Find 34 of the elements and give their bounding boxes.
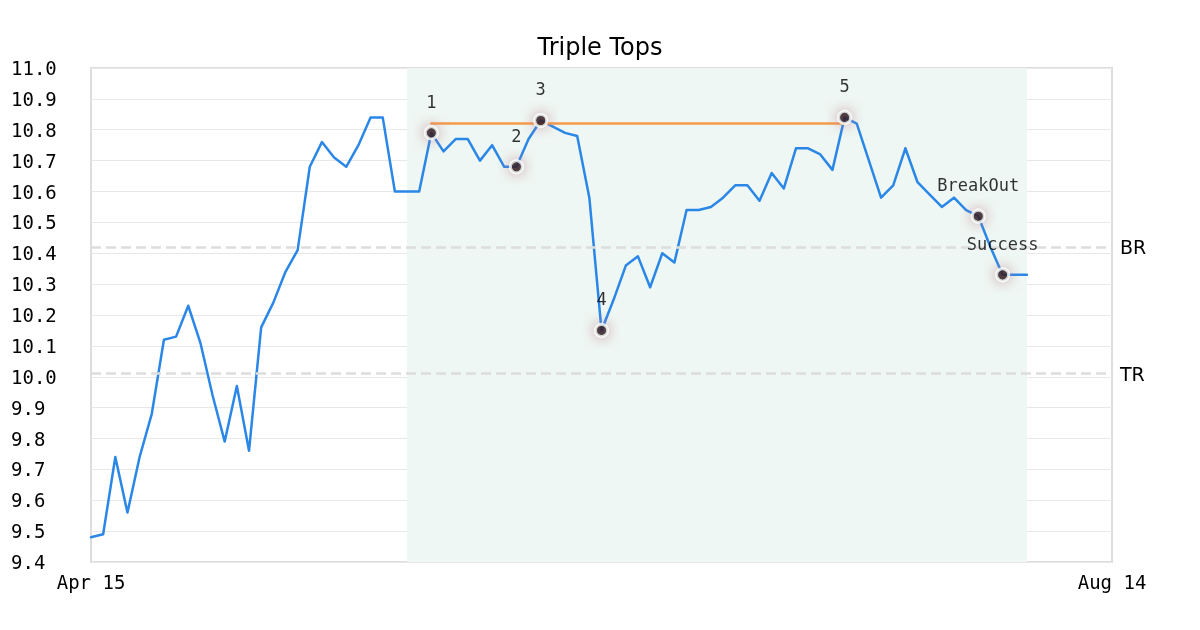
point (423, 125, 439, 141)
point (533, 112, 549, 128)
point (970, 208, 986, 224)
x-tick-label: Apr 15 (56, 570, 126, 593)
y-tick-label: 10.0 (11, 365, 57, 388)
point (837, 109, 853, 125)
chart-title: Triple Tops (536, 33, 663, 61)
annotation: 2 (511, 125, 522, 146)
y-tick-label: 10.7 (11, 149, 57, 172)
ref-line-label: BR (1120, 236, 1147, 259)
annotation: 1 (426, 91, 437, 112)
point (508, 159, 524, 175)
y-tick-label: 9.7 (11, 458, 46, 481)
x-tick-label: Aug 14 (1077, 570, 1147, 593)
point (594, 322, 609, 338)
y-tick-label: 10.8 (11, 118, 57, 141)
y-tick-label: 9.4 (11, 551, 46, 573)
y-tick-label: 9.6 (11, 489, 46, 512)
y-tick-label: 11.0 (11, 57, 57, 79)
annotation: 5 (839, 76, 850, 97)
point (995, 267, 1011, 283)
annotation: BreakOut (937, 175, 1020, 196)
y-tick-label: 9.5 (11, 520, 46, 543)
y-tick-label: 10.1 (11, 334, 57, 357)
y-tick-label: 9.9 (11, 396, 46, 419)
y-tick-label: 10.2 (11, 304, 57, 326)
y-tick-label: 10.3 (11, 273, 57, 296)
y-tick-label: 10.4 (11, 242, 57, 265)
y-tick-label: 9.8 (11, 427, 46, 450)
ref-line-label: TR (1119, 362, 1145, 385)
y-tick-label: 10.5 (11, 211, 57, 234)
y-tick-label: 10.6 (11, 180, 57, 203)
y-tick-label: 10.9 (11, 87, 57, 110)
annotation: 3 (535, 79, 546, 100)
